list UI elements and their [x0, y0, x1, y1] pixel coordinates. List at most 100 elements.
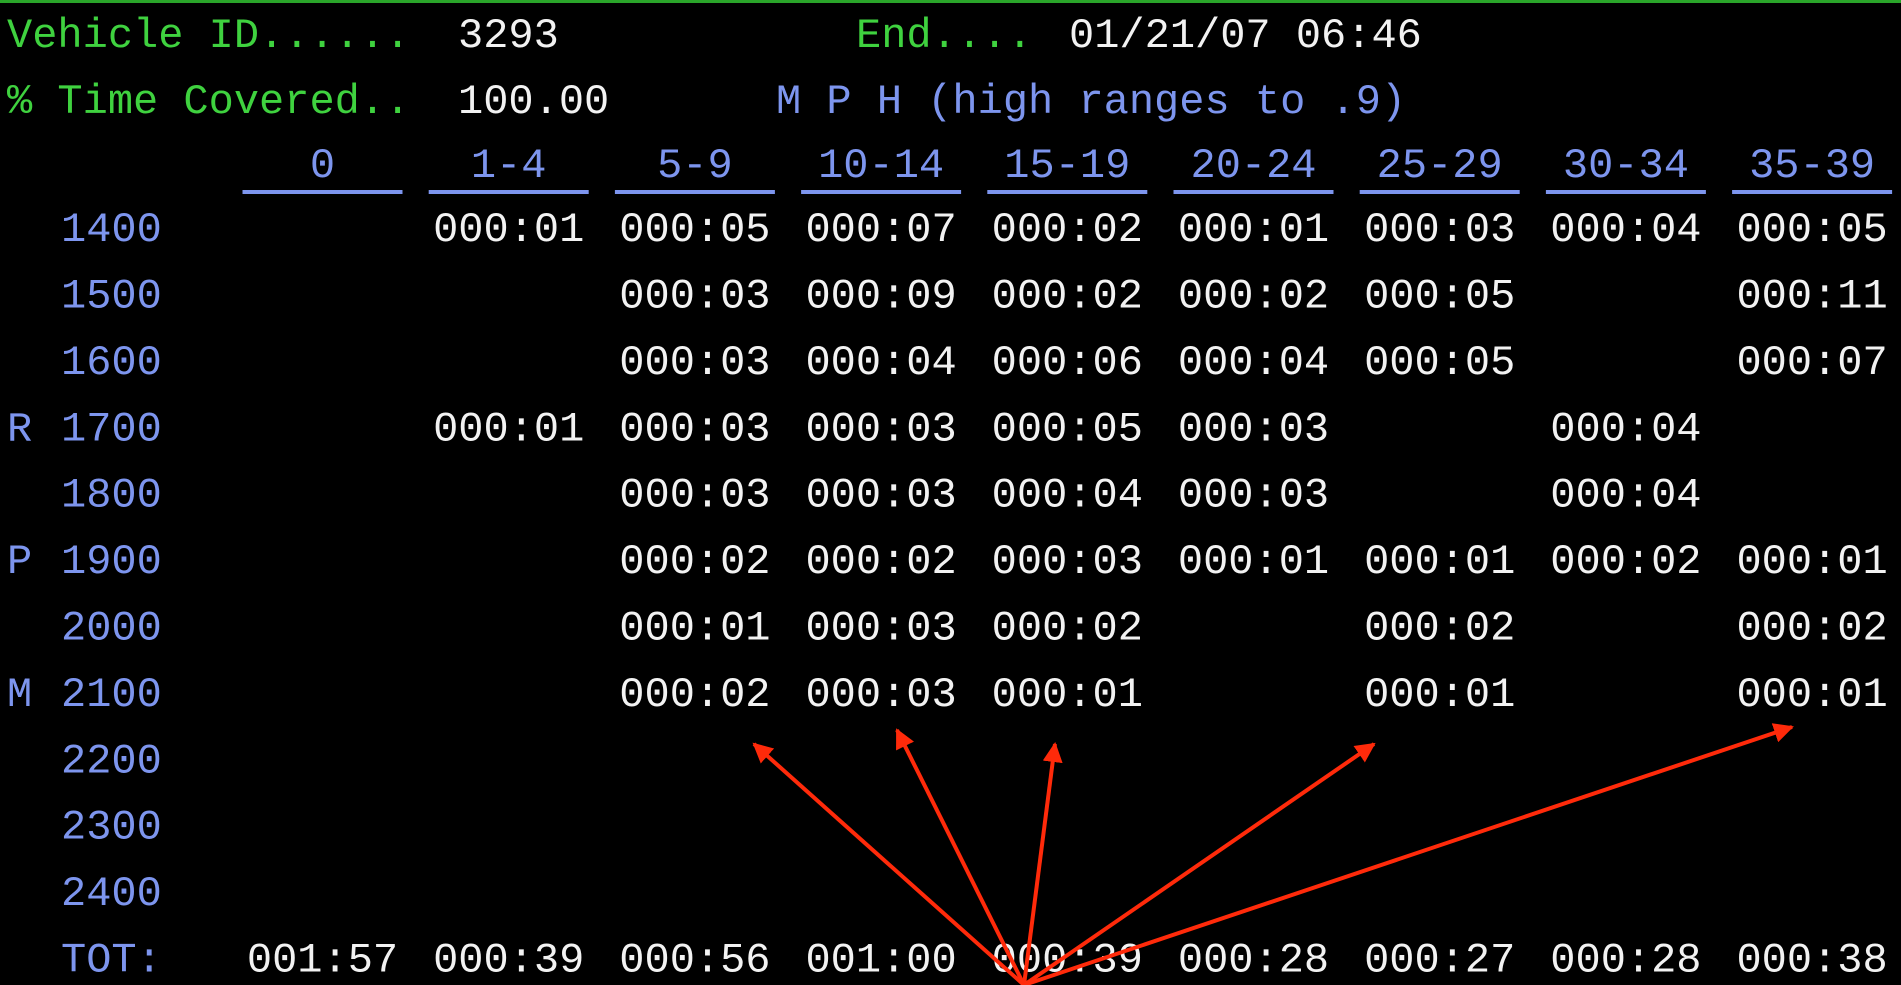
row-label: 2200	[61, 737, 162, 785]
total-cell: 000:27	[1364, 936, 1515, 984]
cell: 000:02	[1550, 538, 1701, 586]
row-label: 1800	[61, 472, 162, 520]
cell: 000:03	[619, 472, 770, 520]
cell: 000:02	[992, 206, 1143, 254]
cell: 000:03	[619, 272, 770, 320]
row-side-letter: M	[7, 671, 32, 719]
cell: 000:02	[619, 671, 770, 719]
cell: 000:05	[619, 206, 770, 254]
cell: 000:07	[1736, 339, 1887, 387]
cell: 000:03	[619, 339, 770, 387]
column-underline	[1173, 190, 1334, 194]
row-side-letter: R	[7, 405, 32, 453]
cell: 000:02	[992, 272, 1143, 320]
arrow	[752, 742, 1026, 985]
row-label: 1600	[61, 339, 162, 387]
cell: 000:02	[992, 604, 1143, 652]
arrow	[1023, 723, 1794, 985]
cell: 000:01	[433, 405, 584, 453]
cell: 000:02	[1178, 272, 1329, 320]
cell: 000:04	[1550, 405, 1701, 453]
cell: 000:05	[992, 405, 1143, 453]
arrows	[752, 723, 1794, 985]
cell: 000:04	[1550, 472, 1701, 520]
cell: 000:01	[992, 671, 1143, 719]
cell: 000:11	[1736, 272, 1887, 320]
cell: 000:03	[992, 538, 1143, 586]
cell: 000:05	[1736, 206, 1887, 254]
total-cell: 001:00	[805, 936, 956, 984]
column-header: 15-19	[1004, 142, 1130, 190]
cell: 000:03	[1364, 206, 1515, 254]
column-header: 10-14	[818, 142, 944, 190]
row-side-letter: P	[7, 538, 32, 586]
row-label: 1700	[61, 405, 162, 453]
column-header: 35-39	[1749, 142, 1875, 190]
cell: 000:01	[433, 206, 584, 254]
cell: 000:02	[619, 538, 770, 586]
cell: 000:01	[1364, 538, 1515, 586]
total-cell: 000:28	[1550, 936, 1701, 984]
cell: 000:03	[619, 405, 770, 453]
total-label: TOT:	[61, 936, 162, 984]
cell: 000:03	[1178, 472, 1329, 520]
speed-table: 0 1-4 5-9 10-14 15-19 20-24 25-29 30-34 35-39 140…	[7, 142, 1893, 984]
column-header: 5-9	[657, 142, 733, 190]
end-value: 01/21/07 06:46	[1069, 12, 1422, 60]
total-cell: 000:28	[1178, 936, 1329, 984]
column-header: 0	[310, 142, 335, 190]
cell: 000:03	[1178, 405, 1329, 453]
row-label: 1900	[61, 538, 162, 586]
arrow	[1022, 742, 1063, 985]
cell: 000:09	[805, 272, 956, 320]
column-underline	[242, 190, 403, 194]
column-underline	[614, 190, 775, 194]
total-cell: 000:38	[1736, 936, 1887, 984]
cell: 000:04	[1550, 206, 1701, 254]
column-underline	[801, 190, 962, 194]
column-underline	[1359, 190, 1520, 194]
cell: 000:01	[619, 604, 770, 652]
arrow	[895, 728, 1026, 985]
cell: 000:06	[992, 339, 1143, 387]
end-label: End....	[856, 12, 1032, 60]
row-label: 2300	[61, 804, 162, 852]
column-header: 30-34	[1563, 142, 1689, 190]
time-label: % Time Covered..	[7, 78, 410, 126]
top-border	[0, 0, 1901, 3]
cell: 000:01	[1736, 671, 1887, 719]
cell: 000:04	[805, 339, 956, 387]
cell: 000:03	[805, 604, 956, 652]
cell: 000:04	[1178, 339, 1329, 387]
total-cell: 001:57	[247, 936, 398, 984]
cell: 000:03	[805, 671, 956, 719]
cell: 000:05	[1364, 339, 1515, 387]
arrow	[1022, 742, 1376, 985]
column-header: 1-4	[471, 142, 547, 190]
cell: 000:02	[1364, 604, 1515, 652]
total-cell: 000:39	[433, 936, 584, 984]
cell: 000:02	[1736, 604, 1887, 652]
cell: 000:01	[1178, 538, 1329, 586]
column-header: 20-24	[1190, 142, 1316, 190]
mph-caption: M P H (high ranges to .9)	[776, 78, 1406, 126]
cell: 000:05	[1364, 272, 1515, 320]
cell: 000:01	[1178, 206, 1329, 254]
column-header: 25-29	[1377, 142, 1503, 190]
column-underline	[987, 190, 1148, 194]
cell: 000:02	[805, 538, 956, 586]
row-label: 2000	[61, 604, 162, 652]
row-label: 2100	[61, 671, 162, 719]
vehicle-id-label: Vehicle ID......	[7, 12, 410, 60]
total-cell: 000:56	[619, 936, 770, 984]
cell: 000:07	[805, 206, 956, 254]
column-underline	[428, 190, 589, 194]
cell: 000:04	[992, 472, 1143, 520]
cell: 000:01	[1736, 538, 1887, 586]
row-label: 2400	[61, 870, 162, 918]
row-label: 1400	[61, 206, 162, 254]
column-underline	[1732, 190, 1893, 194]
cell: 000:03	[805, 472, 956, 520]
